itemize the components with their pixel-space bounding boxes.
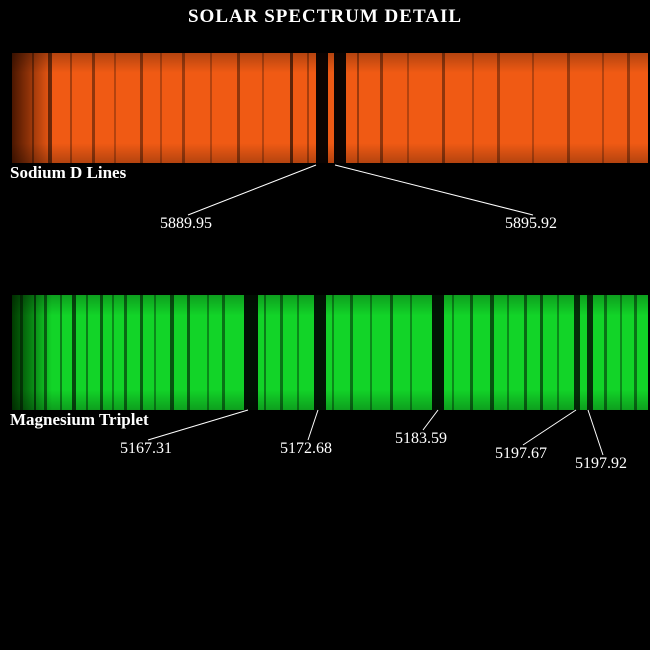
sodium-wavelength-1: 5895.92 <box>505 215 557 233</box>
magnesium-wavelength-4: 5197.92 <box>575 455 627 473</box>
sodium-wavelength-0: 5889.95 <box>160 215 212 233</box>
magnesium-wavelength-2: 5183.59 <box>395 430 447 448</box>
magnesium-wavelength-3: 5197.67 <box>495 445 547 463</box>
page-title: SOLAR SPECTRUM DETAIL <box>0 6 650 28</box>
sodium-label: Sodium D Lines <box>10 163 126 183</box>
magnesium-spectrum <box>12 295 648 410</box>
magnesium-wavelength-0: 5167.31 <box>120 440 172 458</box>
sodium-spectrum <box>12 53 648 163</box>
magnesium-wavelength-1: 5172.68 <box>280 440 332 458</box>
magnesium-label: Magnesium Triplet <box>10 410 149 430</box>
